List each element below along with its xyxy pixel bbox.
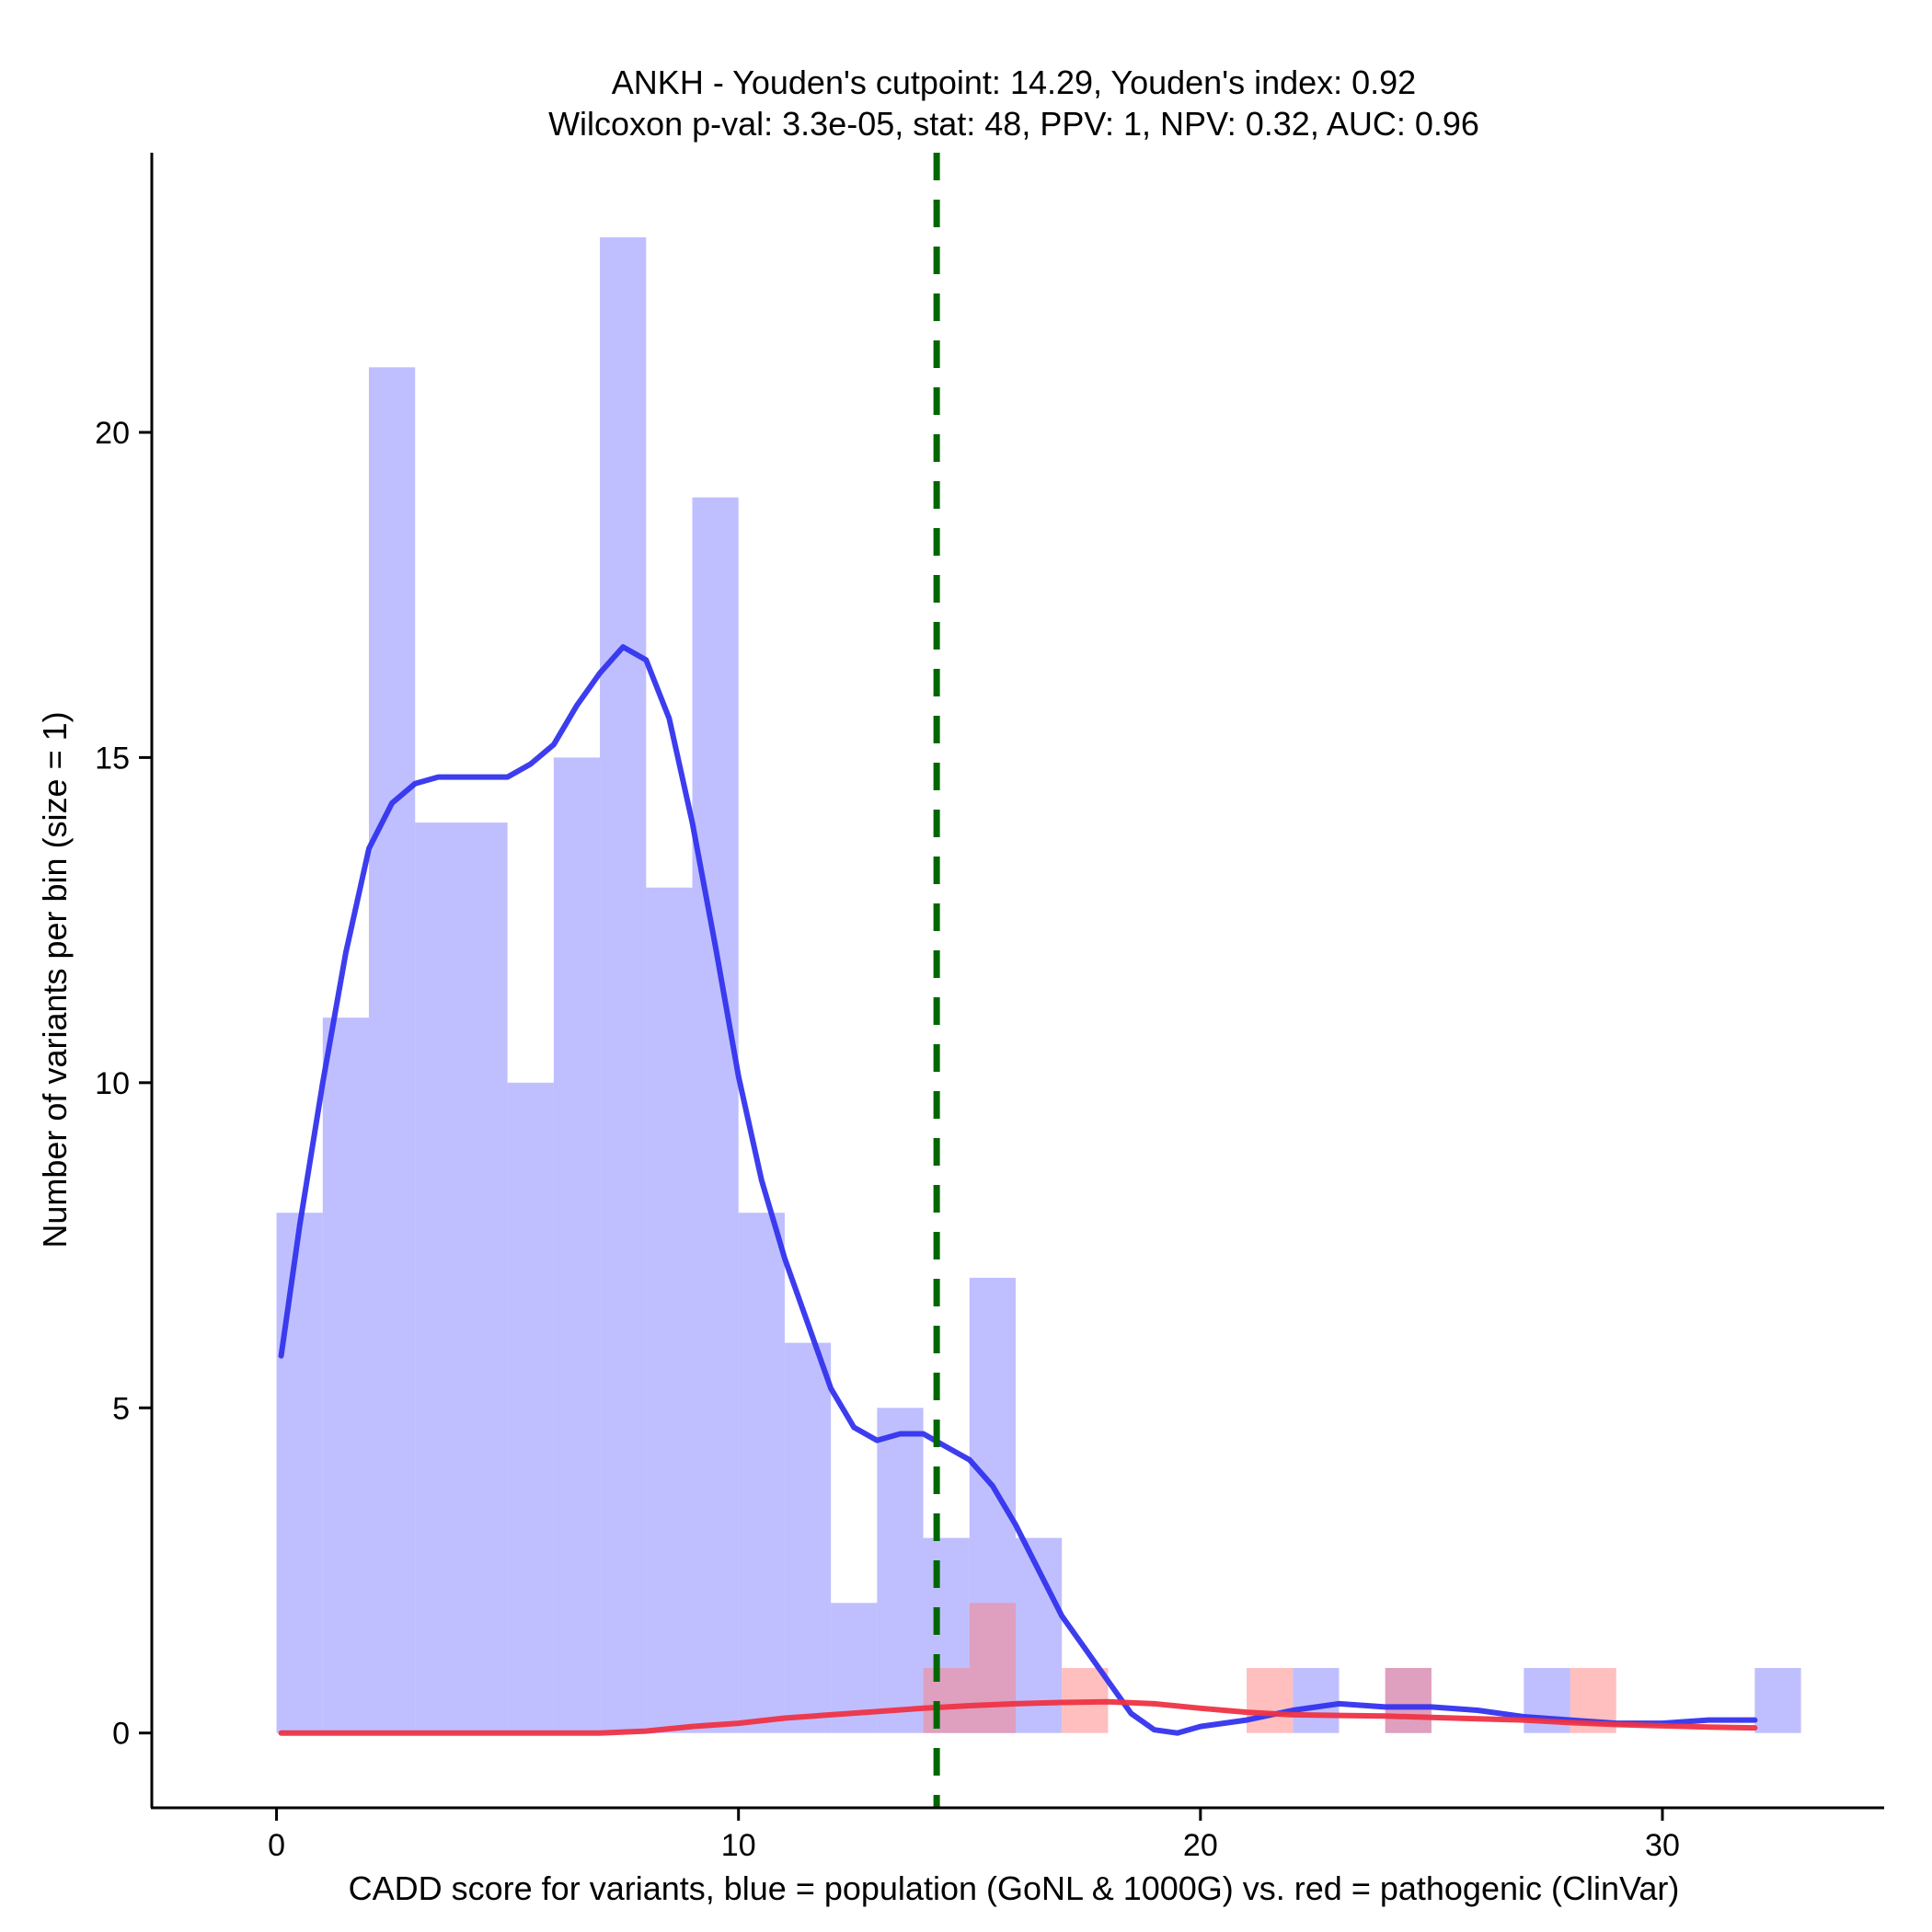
population-bar (1293, 1668, 1340, 1733)
population-bar (507, 1082, 554, 1733)
chart-subtitle: Wilcoxon p-val: 3.3e-05, stat: 48, PPV: … (548, 105, 1479, 143)
pathogenic-bar (923, 1668, 970, 1733)
pathogenic-bar (1247, 1668, 1294, 1733)
pathogenic-density-line (278, 1698, 1758, 1736)
density-lines (278, 644, 1758, 1736)
chart-title: ANKH - Youden's cutpoint: 14.29, Youden'… (612, 63, 1416, 101)
y-ticks: 0 5 10 15 20 (95, 416, 152, 1752)
population-bar (600, 236, 647, 1733)
x-tick-label: 30 (1645, 1828, 1680, 1863)
population-bar (369, 367, 416, 1733)
y-axis-title: Number of variants per bin (size = 1) (36, 711, 74, 1248)
population-bar (415, 822, 462, 1733)
y-tick-label: 15 (95, 741, 130, 776)
population-bar (784, 1342, 832, 1733)
x-axis-title: CADD score for variants, blue = populati… (349, 1869, 1680, 1907)
x-tick-label: 20 (1183, 1828, 1218, 1863)
population-bar (646, 887, 693, 1733)
y-tick-label: 0 (112, 1717, 130, 1752)
y-tick-label: 20 (95, 416, 130, 451)
population-bar (877, 1408, 924, 1733)
x-tick-label: 10 (721, 1828, 756, 1863)
population-bar (692, 497, 739, 1733)
population-bar (461, 822, 508, 1733)
y-tick-label: 5 (112, 1391, 130, 1426)
population-bar (738, 1213, 785, 1733)
population-bar (322, 1018, 370, 1733)
population-density-line (278, 644, 1758, 1736)
population-bar (553, 757, 601, 1733)
y-tick-label: 10 (95, 1066, 130, 1101)
x-tick-label: 0 (268, 1828, 285, 1863)
chart-title-group: ANKH - Youden's cutpoint: 14.29, Youden'… (548, 63, 1479, 143)
pathogenic-bar (1385, 1668, 1432, 1733)
x-ticks: 0 10 20 30 (268, 1808, 1680, 1863)
population-bar (1754, 1668, 1801, 1733)
pathogenic-bar (969, 1603, 1016, 1733)
population-bar (276, 1213, 323, 1733)
population-bars (276, 236, 1801, 1733)
axes (150, 153, 1884, 1810)
